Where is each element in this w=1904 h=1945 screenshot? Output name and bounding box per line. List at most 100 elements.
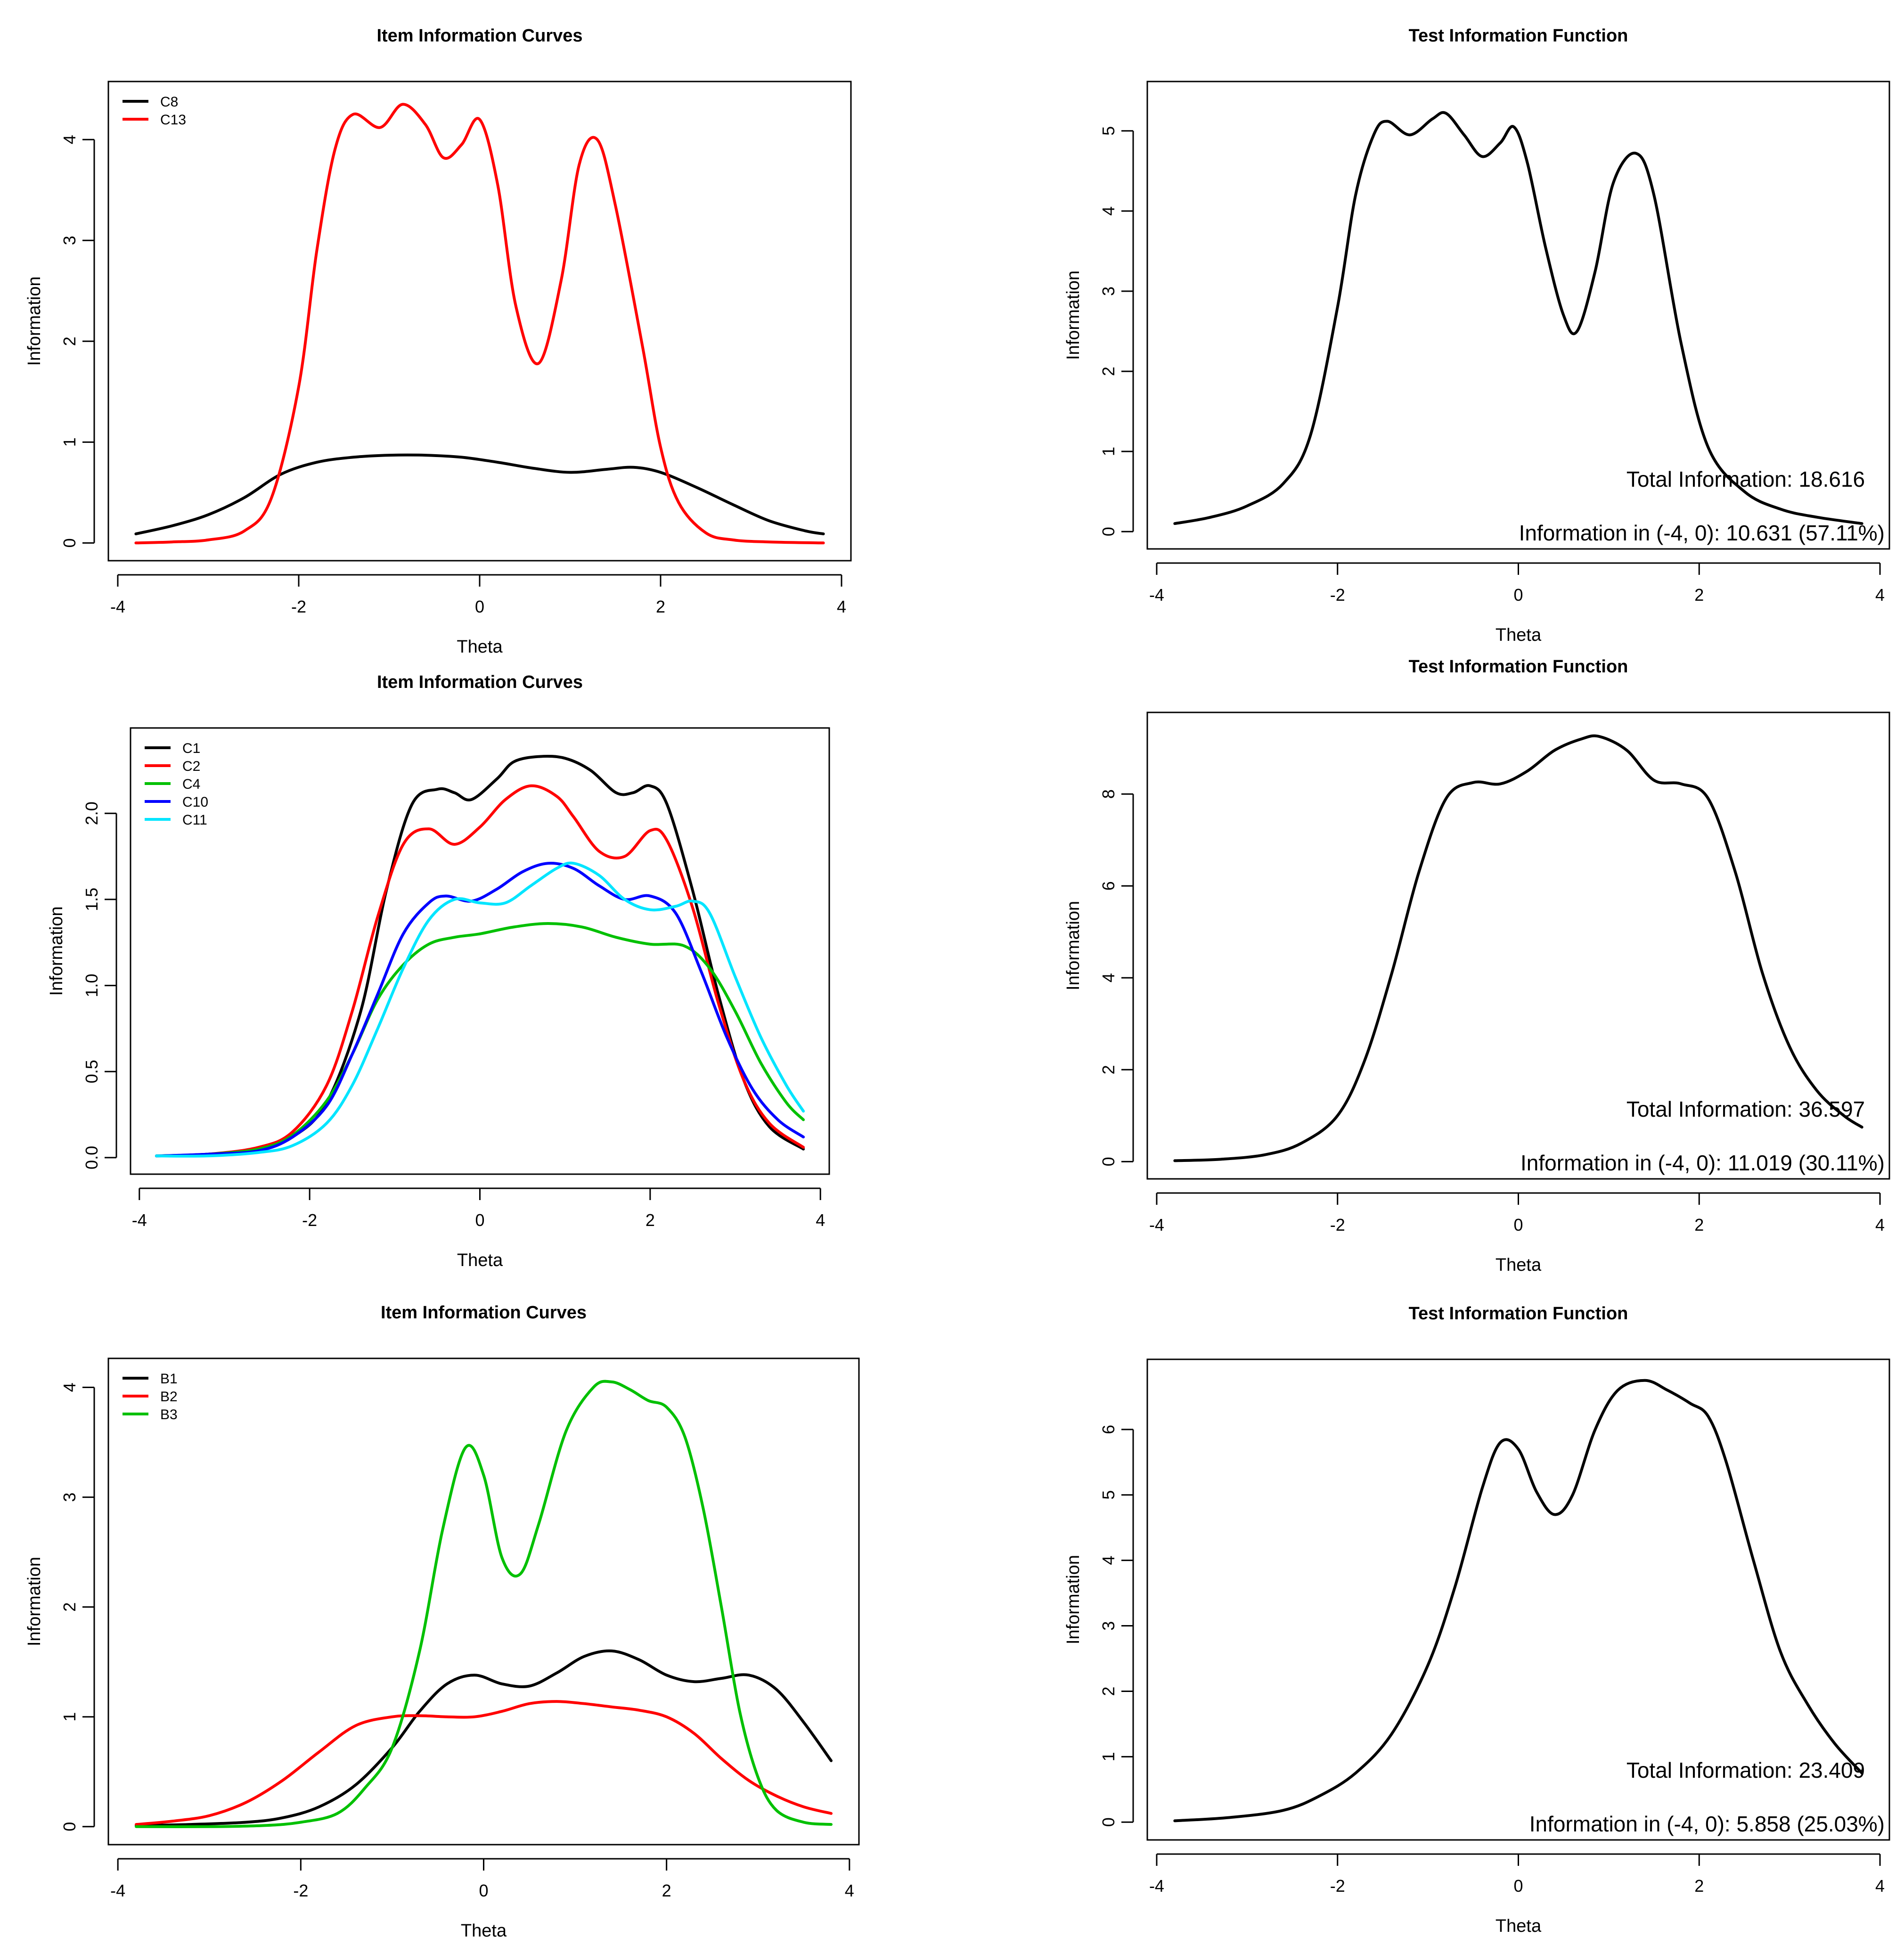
y-tick-label: 2 bbox=[1099, 367, 1118, 376]
series-line-c2 bbox=[155, 784, 805, 1158]
legend-label-b1: B1 bbox=[160, 1371, 178, 1387]
y-tick-label: 2 bbox=[1099, 1065, 1118, 1074]
legend-label-c1: C1 bbox=[182, 741, 200, 756]
chart-title: Item Information Curves bbox=[377, 672, 583, 692]
series-line-test bbox=[1173, 1379, 1863, 1822]
chart-panel-6: Test Information Function -4 -2 0 2 4 Theta 0 1 2… bbox=[1063, 1304, 1890, 1936]
interval-information-label: Information in (-4, 0): 10.631 (57.11%) bbox=[1519, 521, 1885, 545]
chart-panel-2: Test Information Function -4 -2 0 2 4 Theta 0 1 2… bbox=[1063, 26, 1890, 645]
plot-frame bbox=[107, 1357, 860, 1846]
x-axis-label: Theta bbox=[1495, 1255, 1542, 1275]
y-tick-label: 2.0 bbox=[82, 801, 101, 825]
y-tick-label: 3 bbox=[60, 1493, 79, 1502]
y-axis: 0.0 0.5 1.0 1.5 2.0 bbox=[82, 801, 117, 1169]
x-tick-label: -4 bbox=[1149, 1215, 1164, 1234]
x-axis-label: Theta bbox=[457, 637, 503, 657]
plot-frame bbox=[1146, 1358, 1890, 1841]
x-axis-label: Theta bbox=[461, 1921, 507, 1941]
legend-label-b2: B2 bbox=[160, 1389, 178, 1405]
x-axis-label: Theta bbox=[1495, 1916, 1542, 1936]
chart-panel-4: Test Information Function -4 -2 0 2 4 Theta 0 2 4… bbox=[1063, 657, 1890, 1275]
x-tick-label: 0 bbox=[479, 1881, 488, 1900]
x-axis: -4 -2 0 2 4 bbox=[1149, 1853, 1885, 1896]
x-tick-label: -2 bbox=[291, 597, 306, 616]
series-line-b3 bbox=[135, 1380, 833, 1828]
y-tick-label: 0 bbox=[60, 1822, 79, 1831]
interval-information-label: Information in (-4, 0): 11.019 (30.11%) bbox=[1520, 1151, 1885, 1175]
legend: C1 C2 C4 C10 C11 bbox=[145, 741, 208, 828]
y-tick-label: 5 bbox=[1099, 126, 1118, 136]
x-tick-label: 0 bbox=[475, 597, 484, 616]
interval-information-label: Information in (-4, 0): 5.858 (25.03%) bbox=[1529, 1812, 1885, 1836]
y-tick-label: 8 bbox=[1099, 789, 1118, 799]
x-tick-label: 4 bbox=[1875, 585, 1885, 605]
y-tick-label: 6 bbox=[1099, 881, 1118, 891]
x-tick-label: -2 bbox=[1330, 585, 1345, 605]
x-axis: -4 -2 0 2 4 bbox=[110, 574, 846, 616]
plot-frame bbox=[1146, 81, 1890, 550]
legend-label-c8: C8 bbox=[160, 94, 178, 110]
y-tick-label: 5 bbox=[1099, 1490, 1118, 1500]
x-tick-label: 2 bbox=[1694, 585, 1704, 605]
x-tick-label: 2 bbox=[656, 597, 665, 616]
y-tick-label: 0 bbox=[1099, 527, 1118, 536]
chart-panel-3: Item Information Curves-4 -2 0 2 4Theta0.00.… bbox=[47, 672, 830, 1270]
y-axis: 0 1 2 3 4 bbox=[60, 1383, 95, 1831]
y-tick-label: 1 bbox=[60, 1712, 79, 1722]
y-tick-label: 3 bbox=[60, 236, 79, 245]
x-tick-label: -2 bbox=[1330, 1876, 1345, 1896]
plot-frame bbox=[107, 81, 852, 562]
x-tick-label: -2 bbox=[1330, 1215, 1345, 1234]
x-tick-label: -4 bbox=[1149, 585, 1164, 605]
series-line-c4 bbox=[155, 922, 805, 1158]
x-tick-label: 4 bbox=[837, 597, 846, 616]
series-line-c11 bbox=[155, 861, 805, 1158]
y-tick-label: 3 bbox=[1099, 286, 1118, 296]
y-axis-label: Information bbox=[1063, 270, 1083, 360]
y-axis: 0 1 2 3 4 5 6 bbox=[1099, 1425, 1134, 1827]
y-tick-label: 2 bbox=[60, 336, 79, 346]
series-line-b1 bbox=[135, 1649, 833, 1827]
x-tick-label: 0 bbox=[1513, 1215, 1523, 1234]
y-tick-label: 1 bbox=[1099, 447, 1118, 456]
y-tick-label: 4 bbox=[60, 1383, 79, 1392]
series-line-c13 bbox=[134, 103, 825, 545]
series-line-c10 bbox=[155, 862, 805, 1158]
legend-label-c4: C4 bbox=[182, 776, 200, 792]
total-information-label: Total Information: 36.597 bbox=[1626, 1097, 1865, 1121]
y-tick-label: 2 bbox=[60, 1602, 79, 1612]
y-axis-label: Information bbox=[25, 276, 44, 366]
chart-panel-1: Item Information Curves -4 -2 0 2 4 Theta 0 1 2 3 4… bbox=[25, 26, 852, 657]
x-tick-label: -4 bbox=[1149, 1876, 1164, 1896]
x-tick-label: 2 bbox=[646, 1210, 655, 1230]
chart-title: Test Information Function bbox=[1409, 1304, 1628, 1324]
x-axis: -4 -2 0 2 4 bbox=[1149, 1192, 1885, 1234]
x-tick-label: -4 bbox=[132, 1210, 147, 1230]
x-tick-label: 4 bbox=[816, 1210, 825, 1230]
y-tick-label: 4 bbox=[1099, 206, 1118, 216]
chart-title: Test Information Function bbox=[1409, 26, 1628, 46]
total-information-label: Total Information: 18.616 bbox=[1626, 467, 1865, 491]
x-tick-label: 2 bbox=[1694, 1876, 1704, 1896]
legend: B1 B2 B3 bbox=[123, 1371, 178, 1422]
y-tick-label: 6 bbox=[1099, 1425, 1118, 1434]
y-tick-label: 1 bbox=[60, 437, 79, 447]
plot-frame bbox=[1146, 711, 1890, 1180]
legend-label-c10: C10 bbox=[182, 794, 208, 810]
legend-label-b3: B3 bbox=[160, 1407, 178, 1422]
x-tick-label: 4 bbox=[1875, 1876, 1885, 1896]
series-line-test bbox=[1173, 111, 1863, 525]
y-tick-label: 3 bbox=[1099, 1621, 1118, 1631]
x-tick-label: 2 bbox=[1694, 1215, 1704, 1234]
y-tick-label: 0.0 bbox=[82, 1146, 101, 1169]
x-tick-label: 0 bbox=[475, 1210, 484, 1230]
y-tick-label: 4 bbox=[1099, 1556, 1118, 1565]
y-axis-label: Information bbox=[47, 906, 66, 996]
chart-title: Test Information Function bbox=[1409, 657, 1628, 677]
chart-title: Item Information Curves bbox=[376, 26, 582, 46]
y-tick-label: 4 bbox=[1099, 973, 1118, 982]
legend-label-c11: C11 bbox=[182, 812, 207, 828]
plot-frame bbox=[130, 727, 830, 1175]
series-line-c8 bbox=[134, 453, 825, 536]
x-axis: -4 -2 0 2 4 bbox=[110, 1858, 854, 1900]
